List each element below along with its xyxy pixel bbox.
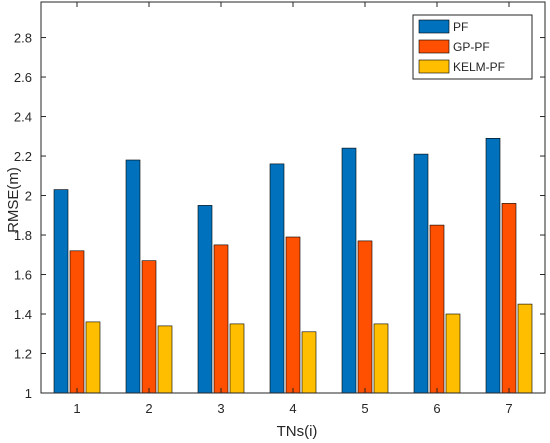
y-tick-label: 2.4 [14,110,32,125]
x-tick-label: 3 [217,401,224,416]
y-tick-label: 2 [25,189,32,204]
legend-label-pf: PF [453,20,468,34]
bar-gp-pf-4 [285,236,301,394]
y-tick-label: 1.8 [14,228,32,243]
x-tick-label: 2 [145,401,152,416]
bars-group [53,138,533,394]
bar-kelm-pf-1 [85,321,101,394]
bar-kelm-pf-6 [445,313,461,394]
x-tick-label: 6 [433,401,440,416]
y-tick-label: 1.6 [14,268,32,283]
axes-group [40,1,546,394]
bar-pf-7 [485,138,501,394]
bar-pf-4 [269,163,285,394]
legend-label-gp-pf: GP-PF [453,40,490,54]
bar-pf-2 [125,159,141,394]
y-tick-label: 2.8 [14,31,32,46]
bar-gp-pf-5 [357,240,373,394]
x-tick-label: 1 [73,401,80,416]
bar-kelm-pf-4 [301,331,317,394]
bar-gp-pf-2 [141,260,157,394]
y-axis-label: RMSE(m) [5,167,22,233]
bar-kelm-pf-3 [229,323,245,394]
y-tick-label: 1.2 [14,347,32,362]
bar-pf-5 [341,147,357,394]
x-tick-label: 7 [505,401,512,416]
bar-kelm-pf-5 [373,323,389,394]
y-tick-label: 1 [25,386,32,401]
bar-pf-6 [413,153,429,394]
bar-kelm-pf-7 [517,303,533,394]
bar-pf-3 [197,205,213,394]
y-tick-label: 1.4 [14,307,32,322]
x-tick-label: 5 [361,401,368,416]
x-tick-label: 4 [289,401,296,416]
bar-gp-pf-3 [213,244,229,394]
x-axis-label: TNs(i) [277,423,318,440]
legend-swatch-gp-pf [418,39,450,54]
y-tick-label: 2.6 [14,70,32,85]
bar-gp-pf-1 [69,250,85,394]
legend: PF GP-PF KELM-PF [412,14,533,80]
bar-gp-pf-6 [429,224,445,394]
legend-label-kelm-pf: KELM-PF [453,60,505,74]
tick-labels-group: 1 1.2 1.4 1.6 1.8 2 2.2 2.4 2.6 2.8 1 2 3 4 5 6 7 [14,31,513,416]
bar-pf-1 [53,189,69,394]
bar-gp-pf-7 [501,203,517,394]
legend-swatch-kelm-pf [418,59,450,74]
bar-kelm-pf-2 [157,325,173,394]
legend-swatch-pf [418,19,450,34]
y-tick-label: 2.2 [14,149,32,164]
